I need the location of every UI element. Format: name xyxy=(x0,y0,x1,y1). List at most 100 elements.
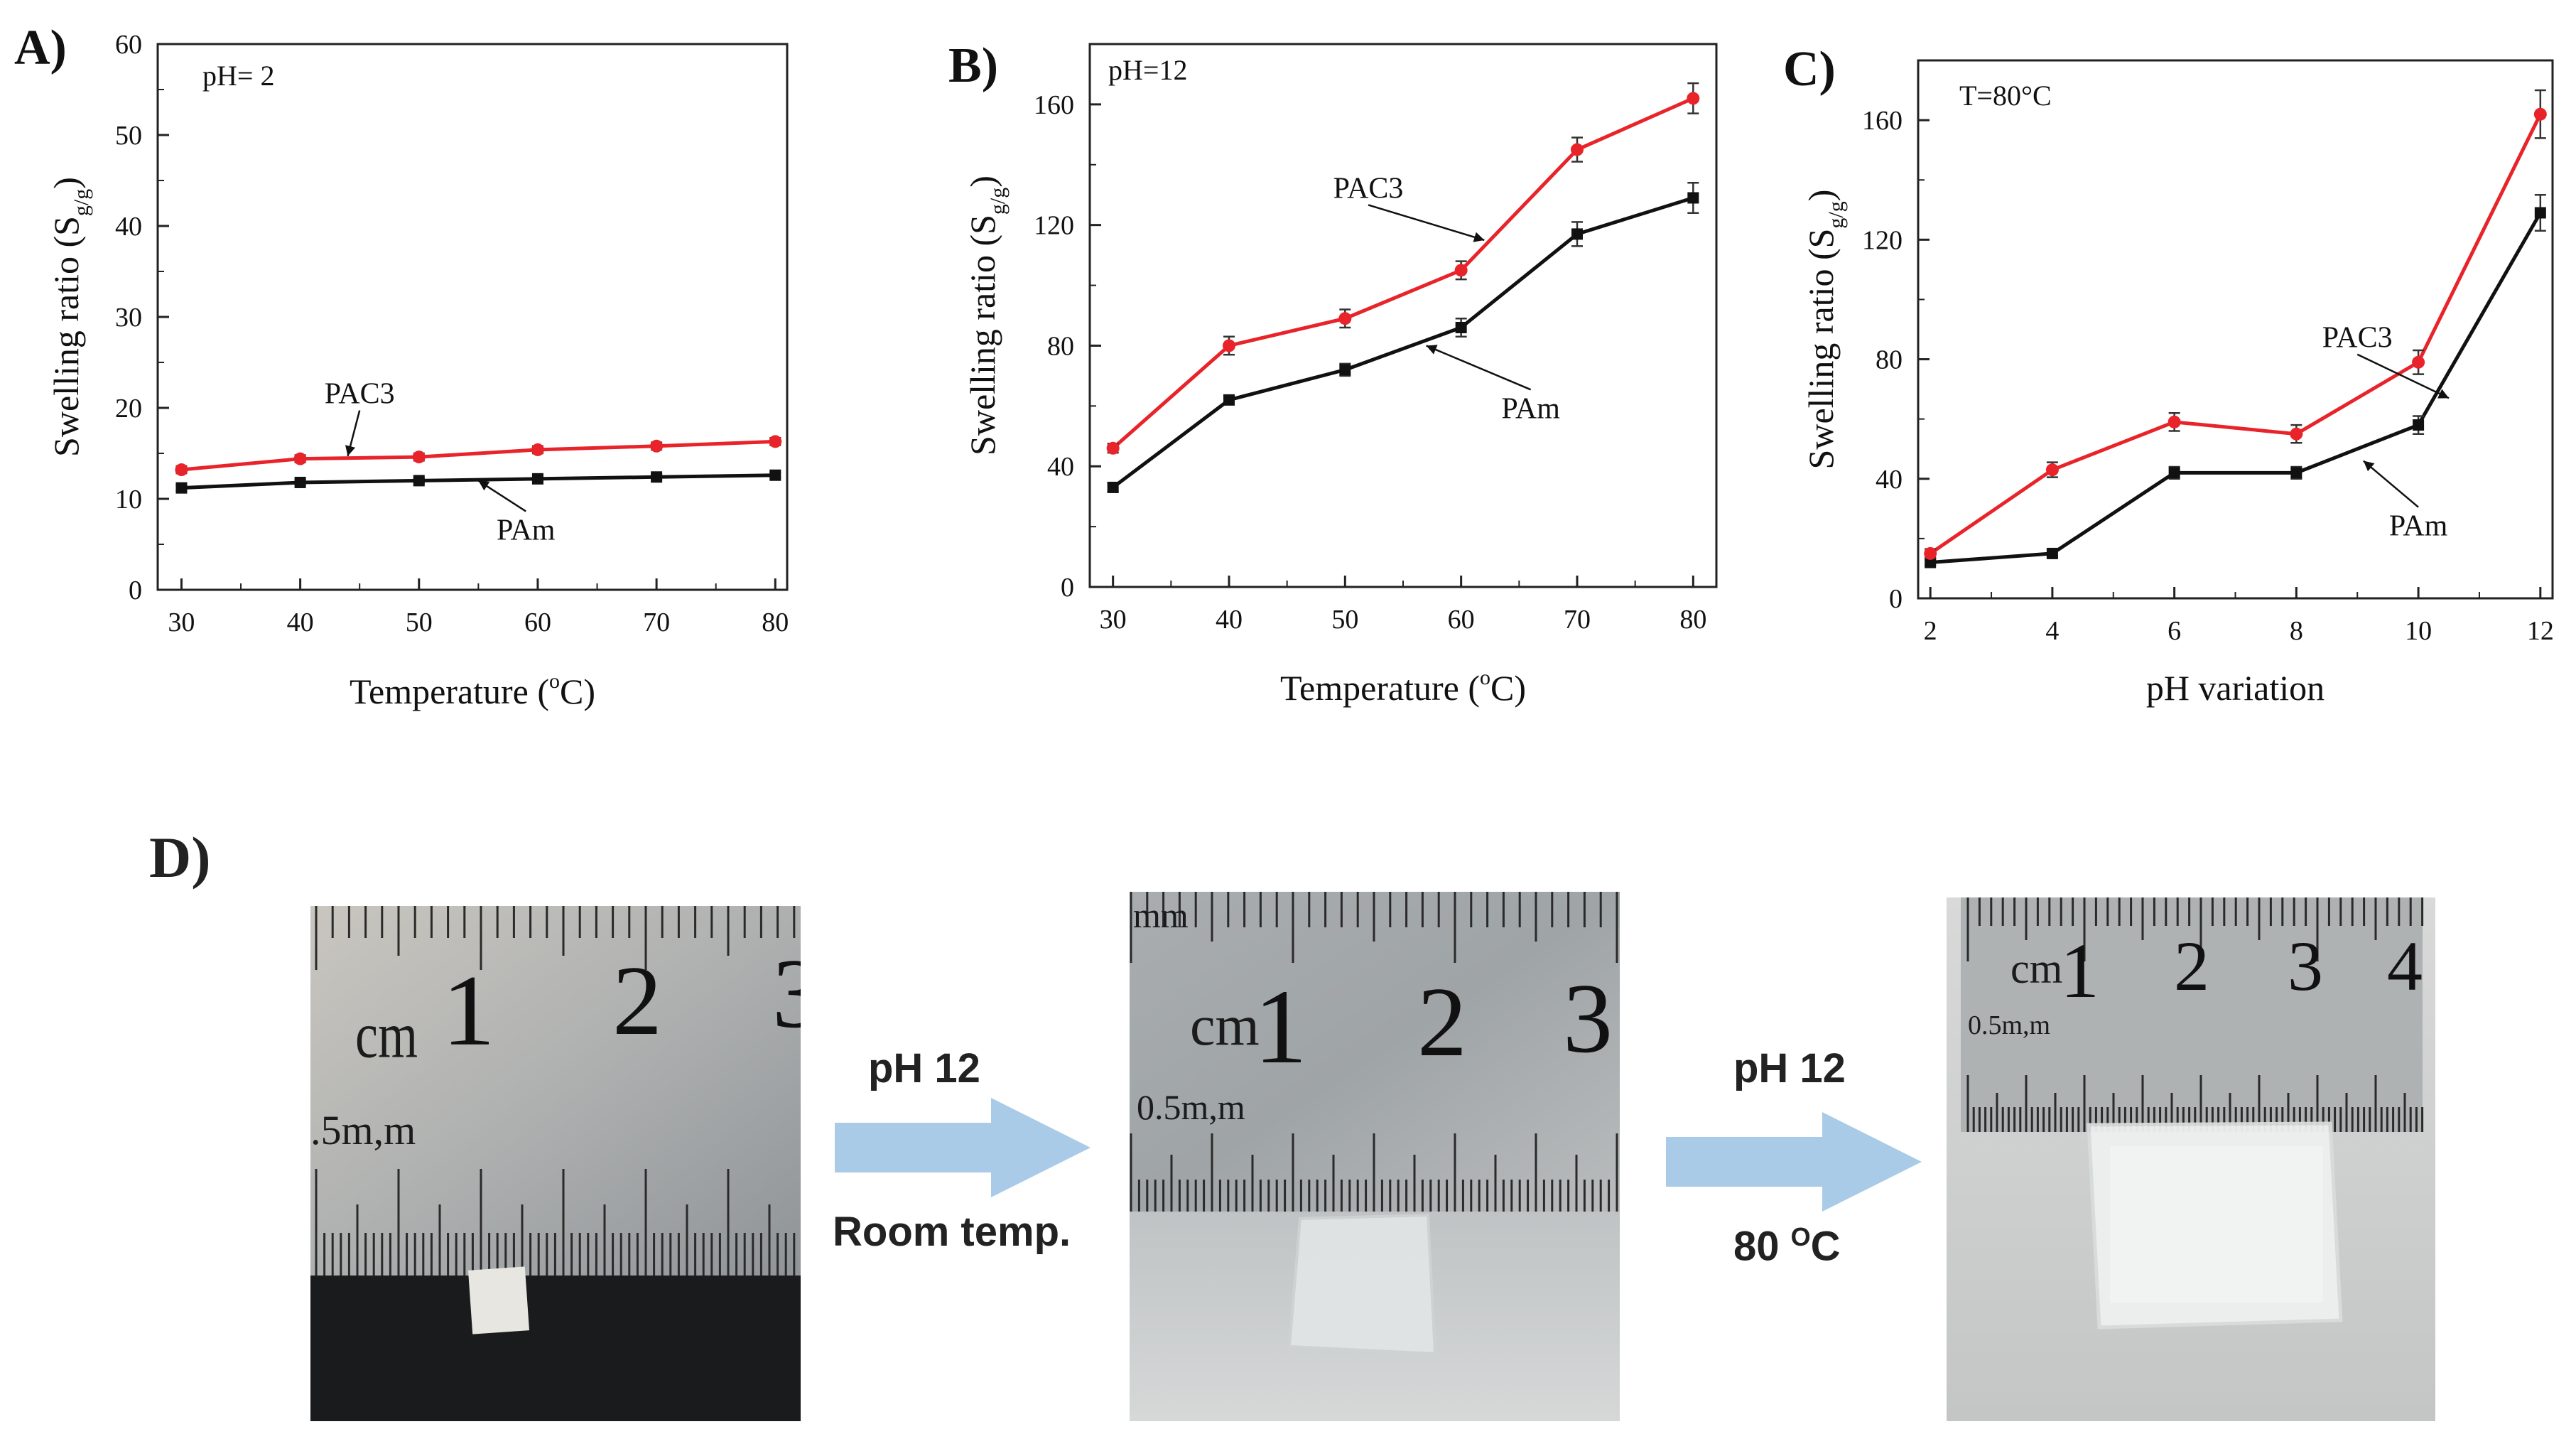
data-point-PAm xyxy=(175,482,188,494)
plot-frame xyxy=(1917,59,2554,600)
y-tick-label: 40 xyxy=(1047,452,1074,482)
chart-2: B) pH=12 30 40 50 60 70 80 0 40 80 120 160 Temperatur… xyxy=(948,38,1718,708)
chart-annotation: pH=12 xyxy=(1108,54,1187,86)
x-tick-label: 2 xyxy=(1924,616,1937,646)
data-point-PAm xyxy=(294,476,306,488)
y-tick-label: 10 xyxy=(115,485,142,514)
y-axis-label: Swelling ratio (Sg/g) xyxy=(963,176,1010,455)
ruler1-unit: cm xyxy=(355,998,418,1071)
x-axis-label: Temperature (oC) xyxy=(1280,666,1526,708)
step2-temp-value: 80 xyxy=(1733,1223,1780,1270)
x-tick-label: 50 xyxy=(1331,605,1358,635)
x-tick-label: 80 xyxy=(1679,605,1706,635)
y-tick-label: 50 xyxy=(115,121,142,151)
data-point-PAC3 xyxy=(2412,355,2425,369)
series-line-PAC3 xyxy=(1929,113,2543,555)
data-point-PAC3 xyxy=(412,451,426,464)
arrow-step2 xyxy=(1666,1112,1922,1212)
ruler2-num-1: 1 xyxy=(1254,968,1307,1086)
x-tick-label: 40 xyxy=(287,608,314,637)
sample-initial xyxy=(467,1266,530,1334)
plot-frame xyxy=(1088,43,1718,588)
photo-80c: cm 1 2 3 4 0.5m,m xyxy=(1947,897,2435,1421)
series-label-PAm: PAm xyxy=(1501,392,1560,425)
step1-line1: pH 12 xyxy=(868,1045,980,1091)
y-axis-label-close: ) xyxy=(46,177,86,189)
y-axis-label-close: ) xyxy=(1801,190,1841,202)
data-point-PAm xyxy=(769,469,781,481)
data-point-PAC3 xyxy=(1106,441,1120,455)
panel-letter: B) xyxy=(948,38,998,93)
data-point-PAC3 xyxy=(2290,427,2303,441)
data-point-PAm xyxy=(2046,547,2058,559)
x-axis-label: Temperature (oC) xyxy=(350,669,595,711)
y-tick-label: 80 xyxy=(1047,331,1074,361)
x-axis-label-degree: o xyxy=(549,669,560,693)
y-tick-label: 40 xyxy=(1876,465,1903,495)
x-tick-label: 4 xyxy=(2045,616,2059,646)
ruler2-minor-label: 0.5m,m xyxy=(1137,1087,1245,1127)
series-label-arrowhead xyxy=(1426,345,1438,355)
x-tick-label: 30 xyxy=(1100,605,1127,635)
data-point-PAm xyxy=(1223,394,1235,406)
y-tick-label: 40 xyxy=(115,212,142,242)
step2-temp-unit: C xyxy=(1810,1223,1841,1270)
series-label-arrowhead xyxy=(478,480,490,491)
ruler2-unit: cm xyxy=(1190,995,1260,1057)
sample-room-temp xyxy=(1287,1213,1437,1356)
panel-letter: A) xyxy=(14,21,67,75)
y-axis-label: Swelling ratio (Sg/g) xyxy=(46,177,93,457)
x-tick-label: 8 xyxy=(2290,616,2303,646)
series-line-PAm xyxy=(1112,196,1694,489)
series-label-PAm: PAm xyxy=(2389,510,2448,543)
data-point-PAC3 xyxy=(1223,339,1235,352)
charts-svg: A)pH= 230 40 50 60 70 800102030405060Temperat… xyxy=(14,21,2554,711)
data-point-PAm xyxy=(1107,481,1119,493)
y-axis-label: Swelling ratio (Sg/g) xyxy=(1801,190,1848,470)
ruler2-top: mm xyxy=(1133,895,1189,935)
data-point-PAm xyxy=(1571,228,1583,240)
ruler3-num-4: 4 xyxy=(2387,927,2423,1005)
step2-line1: pH 12 xyxy=(1733,1045,1846,1091)
data-point-PAm xyxy=(1687,192,1699,204)
x-tick-label: 12 xyxy=(2527,616,2554,646)
y-axis-label-subscript: g/g xyxy=(1824,201,1848,228)
series-label-arrowhead xyxy=(1473,232,1485,242)
panel-d-letter: D) xyxy=(149,825,211,890)
y-axis-label-subscript: g/g xyxy=(70,189,93,216)
y-axis-label-text: Swelling ratio (S xyxy=(1801,229,1841,470)
data-point-PAC3 xyxy=(531,443,544,456)
x-axis-label-text: Temperature ( xyxy=(350,672,549,711)
data-point-PAC3 xyxy=(1338,312,1352,325)
chart-1: A) pH= 2 30 40 50 60 70 80 0 10 20 30 40 50 60 Temperat… xyxy=(14,21,789,711)
x-tick-label: 60 xyxy=(1448,605,1475,635)
x-tick-label: 70 xyxy=(643,608,670,637)
y-axis-label-text: Swelling ratio (S xyxy=(46,216,86,457)
x-tick-label: 80 xyxy=(762,608,789,637)
x-axis-label-text: Temperature ( xyxy=(1280,668,1480,708)
ruler3-minor-label: 0.5m,m xyxy=(1968,1010,2050,1040)
series-line-PAm xyxy=(1930,212,2542,565)
ruler1-num-1: 1 xyxy=(442,954,495,1067)
data-point-PAC3 xyxy=(293,452,307,465)
ruler3-num-1: 1 xyxy=(2060,927,2099,1014)
chart-annotation: pH= 2 xyxy=(202,60,274,92)
y-axis-label-close: ) xyxy=(963,176,1002,188)
data-point-PAm xyxy=(1339,364,1351,376)
step2-degree: O xyxy=(1790,1222,1811,1251)
data-point-PAC3 xyxy=(769,435,782,448)
y-tick-label: 0 xyxy=(129,576,142,605)
x-tick-label: 70 xyxy=(1564,605,1591,635)
x-axis-label-degree: o xyxy=(1480,666,1490,689)
ruler3-num-3: 3 xyxy=(2288,927,2323,1005)
y-tick-label: 0 xyxy=(1061,573,1074,603)
photo-initial-drawing: cm 1 2 3 .5m,m xyxy=(310,906,801,1421)
data-point-PAC3 xyxy=(1687,92,1700,105)
series-label-arrowhead xyxy=(2437,389,2450,399)
series-label-arrow xyxy=(2356,353,2450,399)
y-tick-label: 120 xyxy=(1034,211,1074,241)
series-label-arrowhead xyxy=(345,445,356,456)
ruler3-unit: cm xyxy=(2011,945,2062,992)
x-axis-label: pH variation xyxy=(2146,668,2325,708)
photo-room-temp-drawing: mm cm 1 2 3 0.5m,m xyxy=(1130,892,1620,1421)
